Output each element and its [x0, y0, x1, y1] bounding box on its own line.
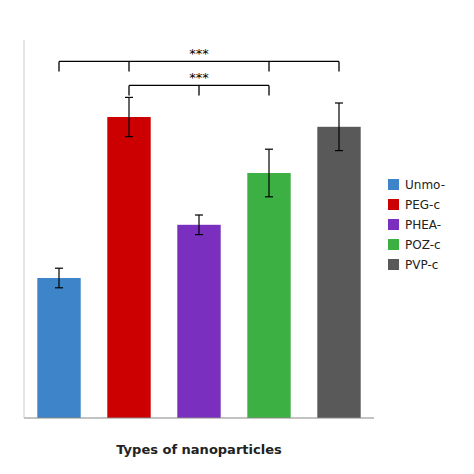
chart-container: Types of nanoparticles *** *** Unmo- PEG-c PH… [0, 0, 474, 474]
legend-label: PEG-c [405, 198, 440, 212]
error-cap [195, 214, 203, 215]
error-cap [195, 234, 203, 235]
error-cap [125, 136, 133, 137]
bracket-tick [198, 85, 199, 95]
error-bar [55, 268, 63, 288]
error-bar [265, 149, 273, 197]
legend: Unmo- PEG-c PHEA- POZ-c PVP-c [388, 178, 445, 272]
bracket-tick [128, 61, 129, 71]
annotation: *** [189, 70, 209, 85]
error-cap [265, 196, 273, 197]
significance-bracket [129, 85, 269, 95]
legend-label: POZ-c [405, 238, 441, 252]
error-cap [55, 287, 63, 288]
legend-swatch [388, 219, 399, 230]
error-line [268, 149, 269, 197]
error-cap [335, 102, 343, 103]
bracket-tick [128, 85, 129, 95]
error-cap [335, 150, 343, 151]
bar [37, 278, 80, 418]
error-line [198, 215, 199, 235]
bracket-tick [58, 61, 59, 71]
error-cap [265, 149, 273, 150]
annotation: *** [189, 46, 209, 61]
legend-swatch [388, 239, 399, 250]
chart-svg: Types of nanoparticles *** *** Unmo- PEG-c PH… [0, 0, 474, 474]
legend-swatch [388, 259, 399, 270]
x-axis-line [24, 417, 374, 418]
legend-label: PVP-c [405, 258, 438, 272]
error-bar [125, 97, 133, 136]
y-axis-line [24, 40, 25, 418]
significance-bracket [59, 61, 339, 71]
legend-swatch [388, 199, 399, 210]
x-axis-label: Types of nanoparticles [116, 442, 282, 457]
bracket-tick [268, 61, 269, 71]
error-cap [55, 268, 63, 269]
bracket-tick [268, 85, 269, 95]
error-line [128, 97, 129, 136]
error-cap [125, 97, 133, 98]
bracket-tick [338, 61, 339, 71]
error-line [58, 268, 59, 288]
bar [247, 173, 290, 418]
legend-label: PHEA- [405, 218, 441, 232]
bar [177, 225, 220, 418]
error-line [338, 103, 339, 151]
legend-label: Unmo- [405, 178, 445, 192]
error-bar [195, 215, 203, 235]
error-bar [335, 103, 343, 151]
legend-swatch [388, 179, 399, 190]
bar [317, 127, 360, 418]
plot-area [37, 97, 360, 418]
bar [107, 117, 150, 418]
